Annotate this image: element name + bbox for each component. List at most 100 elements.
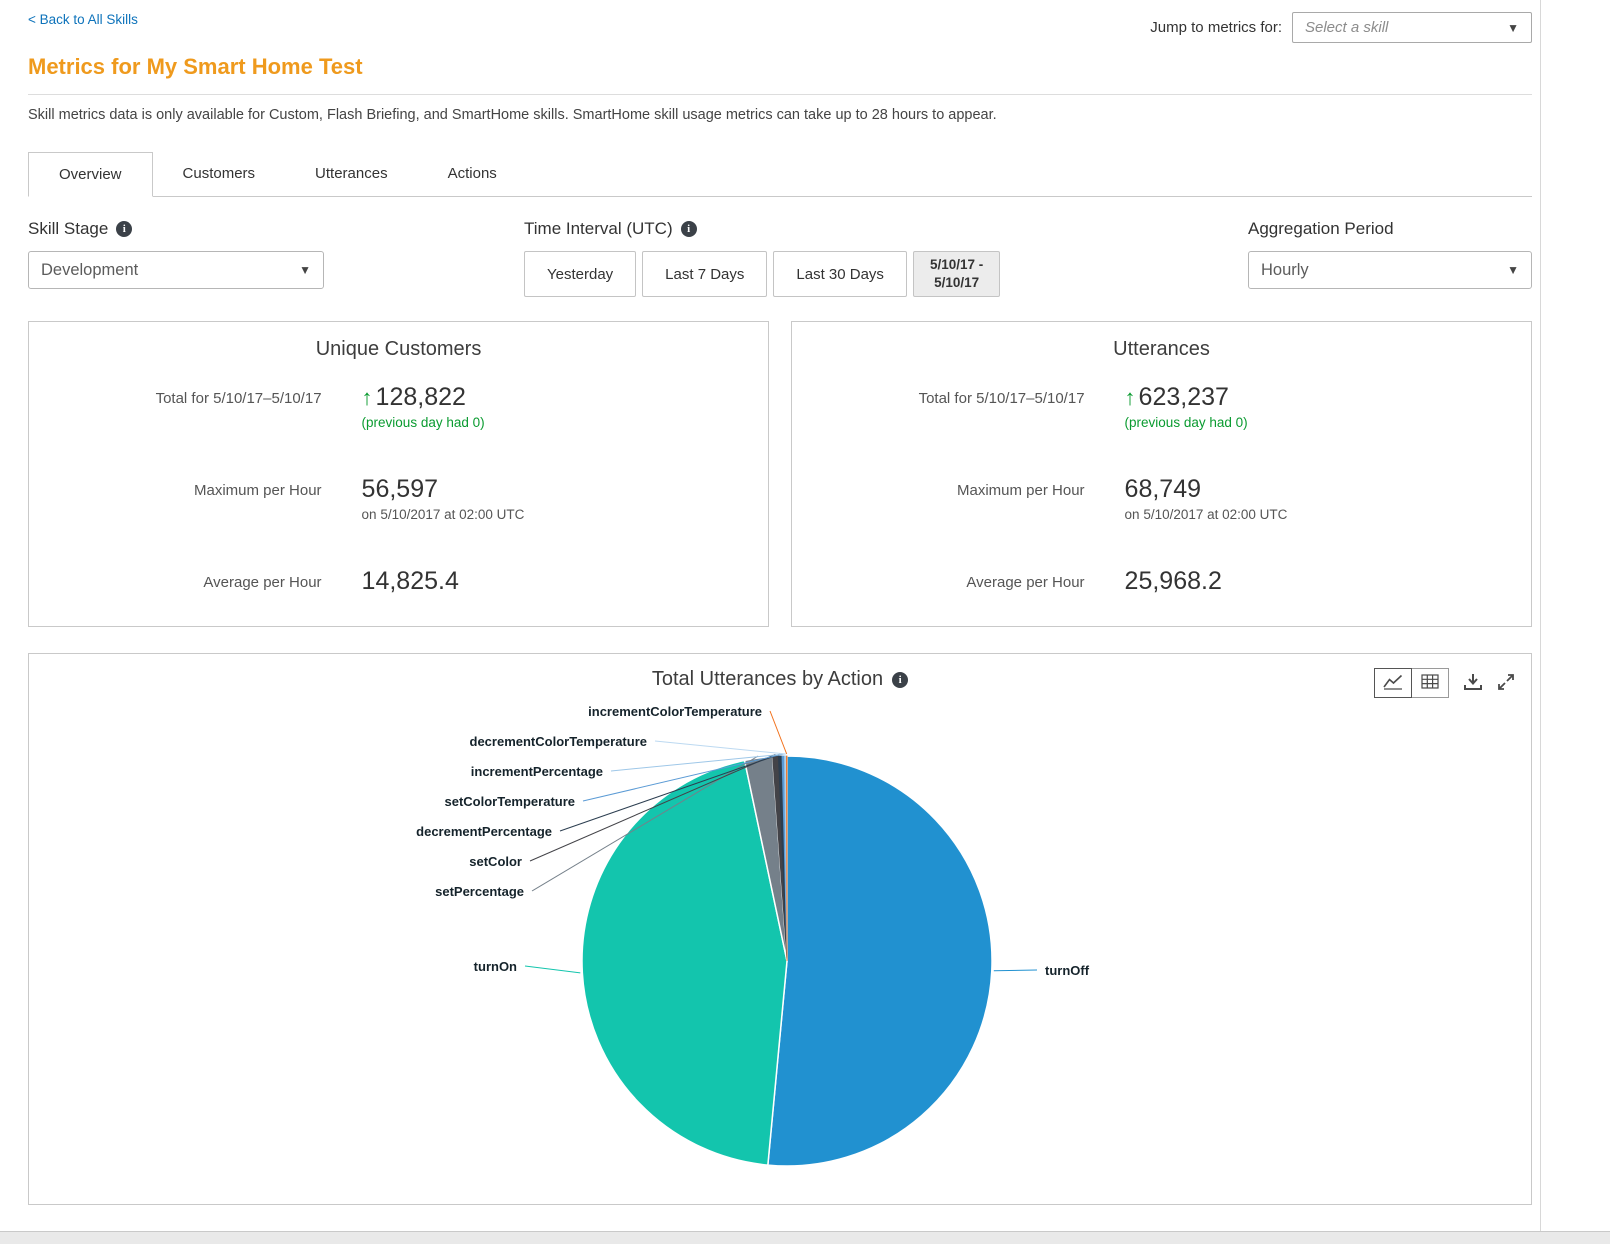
filters-row: Skill Stage i Development ▼ Time Interva… <box>28 219 1532 297</box>
tab-customers[interactable]: Customers <box>182 165 256 182</box>
avg-per-hour-value: 14,825.4 <box>361 567 459 595</box>
chart-title-row: Total Utterances by Action i <box>29 668 1531 691</box>
info-icon[interactable]: i <box>892 671 909 688</box>
avg-per-hour-row: Average per Hour 14,825.4 <box>29 567 768 596</box>
aggregation-period-value: Hourly <box>1261 260 1309 279</box>
window-right-edge <box>1540 0 1541 1231</box>
pie-label-setColor: setColor <box>469 854 522 869</box>
table-view-button[interactable] <box>1411 668 1449 698</box>
time-interval-label: Time Interval (UTC) <box>524 219 673 238</box>
trend-up-icon: ↑ <box>361 385 373 410</box>
metrics-description: Skill metrics data is only available for… <box>28 107 997 123</box>
pie-slice-incrementColorTemperature[interactable] <box>786 755 788 962</box>
max-per-hour-label: Maximum per Hour <box>957 482 1085 499</box>
back-to-all-skills-link[interactable]: < Back to All Skills <box>28 12 138 27</box>
pie-label-incrementColorTemperature: incrementColorTemperature <box>588 704 762 719</box>
total-value: 623,237 <box>1138 383 1229 411</box>
avg-per-hour-row: Average per Hour 25,968.2 <box>792 567 1531 596</box>
pie-leader-line-setColor <box>529 753 776 862</box>
table-icon <box>1421 674 1439 692</box>
line-chart-icon <box>1383 674 1403 693</box>
total-label: Total for 5/10/17–5/10/17 <box>155 390 322 407</box>
pie-slice-turnOn[interactable] <box>581 759 788 1166</box>
chevron-down-icon: ▼ <box>1507 20 1519 35</box>
pie-leader-line-turnOn <box>524 965 581 974</box>
info-icon[interactable]: i <box>680 221 697 237</box>
avg-per-hour-label: Average per Hour <box>203 574 322 591</box>
utterances-card: Utterances Total for 5/10/17–5/10/17 ↑ 62… <box>791 321 1532 627</box>
trend-up-icon: ↑ <box>1124 385 1136 410</box>
pie-leader-line-incrementPercentage <box>610 753 786 772</box>
info-icon[interactable]: i <box>116 221 133 237</box>
unique-customers-title: Unique Customers <box>315 338 482 360</box>
total-utterances-by-action-card: Total Utterances by Action i turnOff turn… <box>28 653 1532 1205</box>
max-per-hour-row: Maximum per Hour 56,597 on 5/10/2017 at … <box>29 475 768 567</box>
tab-overview[interactable]: Overview <box>28 152 153 197</box>
pie-label-setPercentage: setPercentage <box>435 884 524 899</box>
download-button[interactable] <box>1463 672 1483 694</box>
previous-period-note: (previous day had 0) <box>1124 415 1248 430</box>
pie-label-decrementPercentage: decrementPercentage <box>416 824 552 839</box>
max-per-hour-label: Maximum per Hour <box>194 482 322 499</box>
chart-title: Total Utterances by Action <box>651 668 884 690</box>
pie-leader-line-setColorTemperature <box>582 753 784 802</box>
pie-label-turnOff: turnOff <box>1045 963 1090 978</box>
fullscreen-icon <box>1497 673 1515 694</box>
pie-label-setColorTemperature: setColorTemperature <box>444 794 575 809</box>
tab-utterances[interactable]: Utterances <box>315 165 388 182</box>
metric-cards-row: Unique Customers Total for 5/10/17–5/10/… <box>28 321 1532 627</box>
title-divider <box>28 94 1532 95</box>
chart-view-toggle <box>1374 668 1449 698</box>
aggregation-period-group: Aggregation Period Hourly ▼ <box>1248 219 1532 289</box>
max-per-hour-value: 68,749 <box>1124 475 1202 503</box>
top-bar: < Back to All Skills Jump to metrics for… <box>28 0 1532 46</box>
line-chart-view-button[interactable] <box>1374 668 1412 698</box>
skill-selector-placeholder: Select a skill <box>1305 19 1389 36</box>
chevron-down-icon: ▼ <box>299 263 311 277</box>
total-row: Total for 5/10/17–5/10/17 ↑ 623,237 (prev… <box>792 383 1531 475</box>
yesterday-button[interactable]: Yesterday <box>524 251 637 297</box>
utterances-pie-chart[interactable]: turnOff turnOn setPercentage setColor decrem… <box>29 693 1531 1193</box>
skill-stage-value: Development <box>41 260 139 279</box>
aggregation-period-dropdown[interactable]: Hourly ▼ <box>1248 251 1532 289</box>
last-30-days-button[interactable]: Last 30 Days <box>773 251 907 297</box>
tab-actions[interactable]: Actions <box>447 165 497 182</box>
skill-selector-dropdown[interactable]: Select a skill ▼ <box>1292 12 1532 43</box>
previous-period-note: (previous day had 0) <box>361 415 485 430</box>
pie-leader-line-incrementColorTemperature <box>769 710 788 755</box>
time-interval-label-row: Time Interval (UTC) i <box>524 219 1006 239</box>
skill-stage-label: Skill Stage <box>28 219 109 238</box>
unique-customers-card: Unique Customers Total for 5/10/17–5/10/… <box>28 321 769 627</box>
time-interval-group: Time Interval (UTC) i Yesterday Last 7 D… <box>524 219 1006 297</box>
chart-toolbar <box>1374 668 1515 698</box>
pie-leader-line-turnOff <box>993 969 1038 972</box>
avg-per-hour-value: 25,968.2 <box>1124 567 1222 595</box>
max-per-hour-timestamp: on 5/10/2017 at 02:00 UTC <box>361 507 525 522</box>
max-per-hour-timestamp: on 5/10/2017 at 02:00 UTC <box>1124 507 1288 522</box>
skill-stage-dropdown[interactable]: Development ▼ <box>28 251 324 289</box>
pie-label-incrementPercentage: incrementPercentage <box>471 764 603 779</box>
custom-date-range-button[interactable]: 5/10/17 - 5/10/17 <box>912 251 1001 297</box>
max-per-hour-row: Maximum per Hour 68,749 on 5/10/2017 at … <box>792 475 1531 567</box>
avg-per-hour-label: Average per Hour <box>966 574 1085 591</box>
chevron-down-icon: ▼ <box>1507 263 1519 277</box>
date-range-line1: 5/10/17 - <box>929 256 984 272</box>
pie-slice-turnOff[interactable] <box>767 755 993 1167</box>
jump-to-metrics-label: Jump to metrics for: <box>1150 19 1282 36</box>
horizontal-scrollbar[interactable] <box>0 1231 1610 1244</box>
pie-label-decrementColorTemperature: decrementColorTemperature <box>470 734 647 749</box>
aggregation-period-label: Aggregation Period <box>1248 219 1394 238</box>
pie-leader-line-decrementColorTemperature <box>654 740 787 755</box>
jump-to-metrics-group: Jump to metrics for: Select a skill ▼ <box>1150 12 1532 43</box>
skill-stage-group: Skill Stage i Development ▼ <box>28 219 328 289</box>
last-7-days-button[interactable]: Last 7 Days <box>642 251 768 297</box>
aggregation-period-label-row: Aggregation Period <box>1248 219 1532 239</box>
expand-button[interactable] <box>1497 672 1515 694</box>
total-value: 128,822 <box>375 383 466 411</box>
total-label: Total for 5/10/17–5/10/17 <box>918 390 1085 407</box>
download-icon <box>1463 673 1483 694</box>
pie-label-turnOn: turnOn <box>474 959 517 974</box>
total-row: Total for 5/10/17–5/10/17 ↑ 128,822 (prev… <box>29 383 768 475</box>
max-per-hour-value: 56,597 <box>361 475 439 503</box>
